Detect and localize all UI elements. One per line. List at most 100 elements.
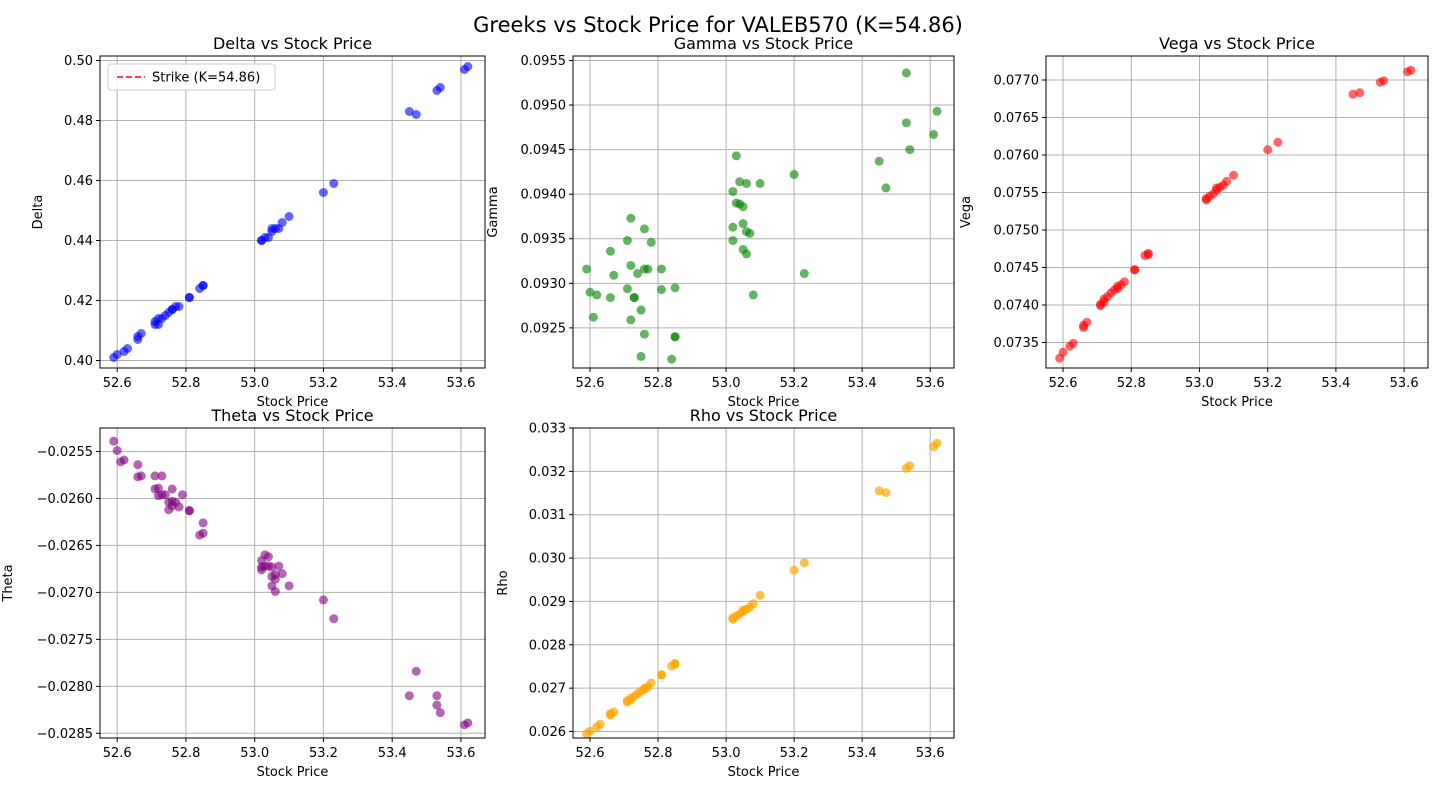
gamma-point xyxy=(626,260,636,270)
vega-ytick-label: 0.0745 xyxy=(994,261,1040,276)
gamma-ytick-label: 0.0950 xyxy=(521,99,567,114)
theta-point xyxy=(136,471,146,481)
gamma-xtick-label: 53.0 xyxy=(712,376,741,391)
gamma-xtick-label: 53.6 xyxy=(916,376,945,391)
delta-legend: Strike (K=54.86) xyxy=(107,63,276,91)
gamma-point xyxy=(605,293,615,303)
gamma-point xyxy=(670,332,680,342)
rho-axes-frame xyxy=(572,427,955,739)
rho-title: Rho vs Stock Price xyxy=(690,406,837,425)
rho-point xyxy=(932,438,942,448)
gamma-ytick-label: 0.0940 xyxy=(521,188,567,203)
gamma-points xyxy=(582,68,942,364)
rho-point xyxy=(874,486,884,496)
gamma-ytick-label: 0.0925 xyxy=(521,321,567,336)
delta-xtick-label: 53.6 xyxy=(446,376,475,391)
vega-point xyxy=(1229,170,1239,180)
gamma-point xyxy=(901,68,911,78)
vega-title: Vega vs Stock Price xyxy=(1159,34,1315,53)
vega-points xyxy=(1055,65,1416,363)
gamma-point xyxy=(656,264,666,274)
rho-point xyxy=(905,461,915,471)
vega-point xyxy=(1273,137,1283,147)
gamma-point xyxy=(639,329,649,339)
theta-xtick-label: 53.0 xyxy=(240,746,269,761)
theta-point xyxy=(318,595,328,605)
theta-point xyxy=(432,700,442,710)
gamma-point xyxy=(670,283,680,293)
rho-point xyxy=(799,558,809,568)
vega-xtick-label: 53.6 xyxy=(1390,376,1419,391)
panels: 52.6 52.8 53.0 53.2 53.4 53.6 0.40 0.42 0.44 0.46… xyxy=(1,34,1429,780)
theta-axes-frame xyxy=(99,427,486,739)
rho-ytick-label: 0.031 xyxy=(529,508,566,523)
delta-axes-frame xyxy=(99,55,486,369)
theta-ytick-label: −0.0285 xyxy=(37,727,93,742)
delta-xtick-label: 53.0 xyxy=(240,376,269,391)
theta-point xyxy=(284,581,294,591)
gamma-point xyxy=(731,151,741,161)
rho-xtick-label: 53.0 xyxy=(712,746,741,761)
delta-ylabel: Delta xyxy=(31,195,46,230)
gamma-point xyxy=(646,237,656,247)
delta-ytick-label: 0.42 xyxy=(64,294,93,309)
delta-ytick-label: 0.46 xyxy=(64,174,93,189)
vega-xtick-label: 52.6 xyxy=(1049,376,1078,391)
vega-xtick-label: 53.2 xyxy=(1253,376,1282,391)
theta-xtick-label: 52.6 xyxy=(103,746,132,761)
theta-xtick-label: 53.4 xyxy=(378,746,407,761)
delta-point xyxy=(174,302,184,311)
delta-xtick-label: 53.2 xyxy=(309,376,338,391)
vega-xtick-label: 53.4 xyxy=(1321,376,1350,391)
rho-ytick-label: 0.030 xyxy=(529,552,566,567)
theta-ytick-label: −0.0270 xyxy=(37,586,93,601)
rho-ytick-label: 0.027 xyxy=(529,682,566,697)
theta-point xyxy=(267,562,277,572)
gamma-point xyxy=(789,170,799,180)
gamma-point xyxy=(738,219,748,229)
gamma-point xyxy=(755,178,765,188)
delta-xlabel: Stock Price xyxy=(257,395,329,410)
theta-xtick-label: 53.2 xyxy=(309,746,338,761)
gamma-point xyxy=(905,145,915,155)
gamma-point xyxy=(585,287,595,297)
delta-xtick-label: 52.6 xyxy=(103,376,132,391)
gamma-point xyxy=(745,228,755,238)
theta-point xyxy=(404,691,414,701)
delta-point xyxy=(123,344,132,353)
gamma-point xyxy=(748,290,758,300)
gamma-point xyxy=(592,290,602,300)
gamma-axes-frame xyxy=(572,55,955,369)
theta-ytick-label: −0.0265 xyxy=(37,539,93,554)
theta-point xyxy=(463,718,473,728)
theta-xtick-label: 52.8 xyxy=(171,746,200,761)
gamma-xtick-label: 53.4 xyxy=(848,376,877,391)
theta-ytick-label: −0.0260 xyxy=(37,492,93,507)
theta-point xyxy=(198,518,208,528)
delta-title: Delta vs Stock Price xyxy=(213,34,372,53)
gamma-point xyxy=(622,236,632,246)
gamma-point xyxy=(626,315,636,325)
gamma-point xyxy=(656,285,666,295)
rho-xlabel: Stock Price xyxy=(728,765,800,780)
delta-point xyxy=(284,212,294,221)
gamma-xtick-label: 53.2 xyxy=(780,376,809,391)
theta-point xyxy=(160,490,170,500)
rho-panel: 52.6 52.8 53.0 53.2 53.4 53.6 0.026 0.027 0.028 0… xyxy=(496,406,955,780)
gamma-point xyxy=(609,270,619,280)
vega-point xyxy=(1082,317,1092,327)
gamma-ytick-label: 0.0930 xyxy=(521,277,567,292)
gamma-point xyxy=(605,246,615,256)
delta-panel: 52.6 52.8 53.0 53.2 53.4 53.6 0.40 0.42 0.44 0.46… xyxy=(31,34,486,410)
vega-ytick-label: 0.0750 xyxy=(994,224,1040,239)
theta-ylabel: Theta xyxy=(1,564,16,602)
delta-xtick-label: 53.4 xyxy=(378,376,407,391)
gamma-point xyxy=(728,222,738,232)
gamma-panel: 52.6 52.8 53.0 53.2 53.4 53.6 0.0925 0.0930 0.09… xyxy=(486,34,955,410)
vega-panel: 52.6 52.8 53.0 53.2 53.4 53.6 0.0735 0.0740 0.07… xyxy=(959,34,1429,410)
rho-xtick-label: 53.4 xyxy=(848,746,877,761)
vega-point xyxy=(1348,89,1358,99)
theta-point xyxy=(157,471,167,481)
gamma-point xyxy=(728,186,738,196)
rho-xtick-label: 52.6 xyxy=(576,746,605,761)
